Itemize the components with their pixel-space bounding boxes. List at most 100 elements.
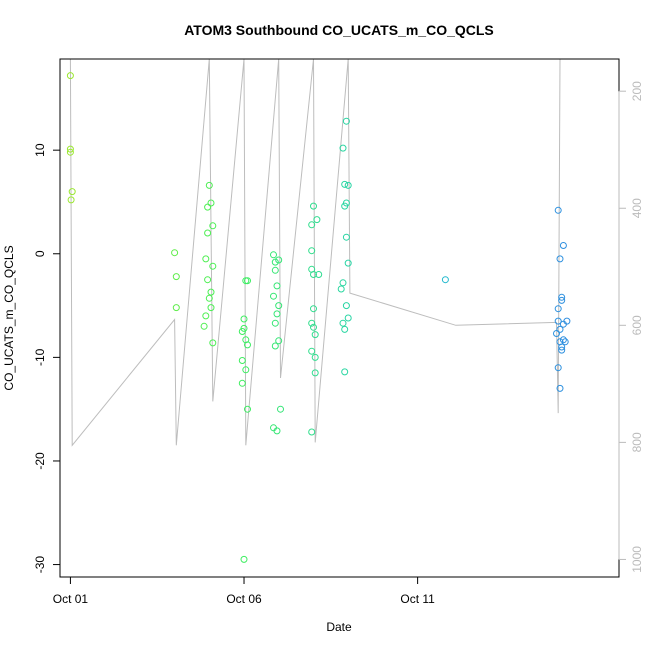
data-point [270,251,277,259]
data-point [556,384,564,392]
data-point [207,199,215,207]
data-point [68,188,76,196]
data-point [238,357,246,364]
data-point [238,328,246,335]
data-point [311,331,319,339]
data-point [344,314,352,322]
data-point [342,117,350,125]
right-axis-tick-label: 400 [630,198,644,218]
data-point [202,312,210,320]
data-point [205,294,213,302]
data-point [172,304,180,312]
data-point [66,72,74,80]
right-axis-tick-label: 600 [630,315,644,335]
data-point [244,405,251,413]
x-tick-label: Oct 01 [53,592,89,606]
data-point [313,216,321,224]
data-point [273,310,281,318]
data-point [66,145,74,153]
data-point [66,148,74,156]
x-tick-label: Oct 11 [400,592,435,606]
data-point [556,255,564,263]
right-axis-tick-label: 1000 [630,546,644,573]
data-point [209,262,217,270]
data-point [207,288,215,296]
y-tick-label: 10 [33,143,47,157]
data-point [344,259,352,267]
data-point [308,319,316,327]
y-tick-label: 0 [33,250,47,257]
data-point [244,341,251,349]
data-point [207,304,215,312]
data-point [271,258,279,266]
data-point [308,347,316,355]
data-point [311,369,319,377]
data-point [209,222,217,230]
altitude-profile-line [69,59,561,447]
data-point [273,427,281,435]
data-points-layer [66,72,571,563]
data-point [561,338,569,346]
right-axis-tick-label: 800 [630,432,644,452]
data-point [339,279,347,287]
data-point [310,305,317,313]
data-point [558,346,566,354]
data-point [204,276,212,284]
data-point [337,285,345,293]
data-point [558,343,566,351]
data-point [553,330,560,337]
data-point [271,342,279,350]
data-point [341,325,349,333]
data-point [310,323,317,331]
data-point [204,203,212,211]
data-point [559,320,567,328]
data-point [205,181,213,189]
data-point [242,366,250,374]
data-point [558,296,566,304]
data-point [341,368,349,376]
data-point [315,271,323,278]
x-tick-label: Oct 06 [226,592,262,606]
data-point [275,256,283,264]
x-axis-label: Date [326,620,352,634]
data-point [556,325,564,333]
data-point [271,319,279,327]
data-point [558,293,566,301]
data-point [308,221,316,229]
data-point [273,282,281,290]
data-point [277,405,284,413]
data-point [275,337,283,345]
data-point [554,317,562,325]
y-axis-label: CO_UCATS_m_CO_QCLS [2,245,16,390]
data-point [238,379,246,387]
data-point [270,292,277,300]
data-point [209,339,217,347]
data-point [554,305,562,313]
data-point [310,202,317,210]
data-point [240,315,248,323]
y-tick-label: -20 [33,452,47,470]
data-point [344,181,352,189]
data-point [244,277,251,285]
data-point [310,271,317,278]
data-point [308,247,316,255]
data-point [200,322,208,330]
y-tick-label: -30 [33,556,47,574]
data-point [339,144,347,152]
data-point [342,233,350,241]
data-point [339,319,347,327]
data-point [172,273,180,281]
data-point [441,276,449,284]
chart-title: ATOM3 Southbound CO_UCATS_m_CO_QCLS [184,22,494,38]
data-point [275,302,283,310]
data-point [204,229,212,237]
data-point [171,249,179,257]
data-point [67,196,75,204]
altitude-profile-layer [69,59,561,447]
data-point [308,428,316,436]
data-point [554,364,562,372]
data-point [342,302,350,310]
data-point [559,336,567,344]
data-point [202,255,210,263]
